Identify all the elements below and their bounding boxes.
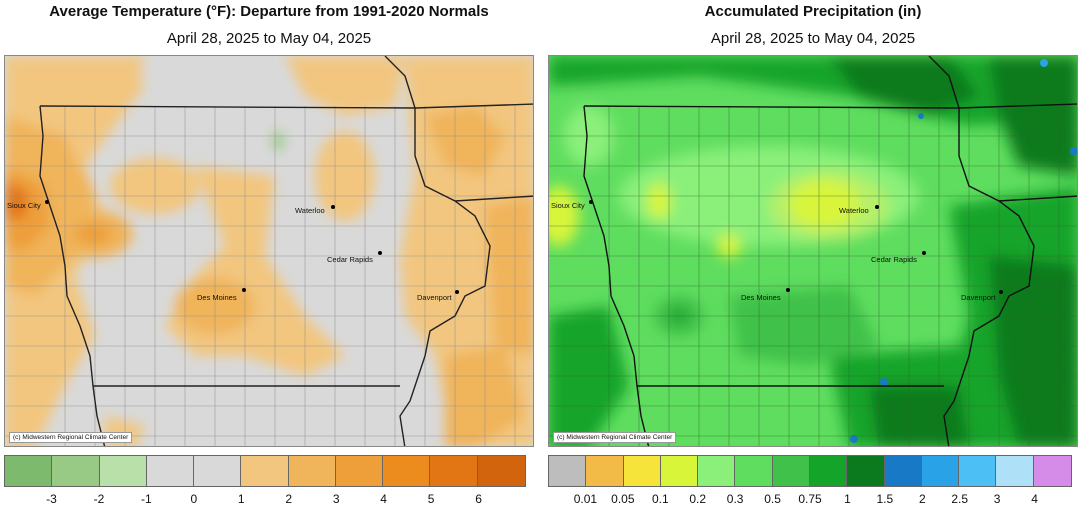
legend-swatch — [847, 456, 885, 486]
legend-tick-label: 3 — [332, 492, 340, 506]
legend-swatch — [383, 456, 431, 486]
precip-2-5in-spot — [1040, 59, 1048, 67]
precip-2in-spot — [850, 435, 858, 443]
legend-swatch — [430, 456, 478, 486]
precipitation-map[interactable]: Sioux City Waterloo Cedar Rapids Des Moi… — [548, 55, 1078, 447]
legend-tick-label: 3 — [993, 492, 1001, 506]
des-moines-label: Des Moines — [197, 293, 237, 302]
cedar-rapids-dot — [922, 251, 926, 255]
legend-swatch — [288, 456, 336, 486]
des-moines-dot — [786, 288, 790, 292]
legend-swatch — [959, 456, 997, 486]
sioux-city-label: Sioux City — [7, 201, 41, 210]
legend-swatch — [996, 456, 1034, 486]
davenport-dot — [999, 290, 1003, 294]
legend-tick-label: 0.05 — [611, 492, 635, 506]
legend-swatch — [698, 456, 736, 486]
precip-2in-spot — [880, 378, 888, 386]
legend-tick-label: 1 — [844, 492, 851, 506]
legend-swatch — [884, 456, 922, 486]
legend-tick-label: 0.5 — [764, 492, 781, 506]
legend-swatch — [586, 456, 624, 486]
legend-swatch — [809, 456, 848, 486]
waterloo-label: Waterloo — [839, 206, 869, 215]
temperature-date-range: April 28, 2025 to May 04, 2025 — [166, 30, 372, 47]
legend-swatch — [549, 456, 587, 486]
legend-tick-label: 5 — [427, 492, 435, 506]
precip-2in-spot — [918, 113, 924, 119]
temperature-anomaly-field — [5, 56, 533, 446]
county-grid — [549, 106, 1077, 446]
legend-tick-label: 0 — [190, 492, 198, 506]
legend-swatch — [477, 456, 525, 486]
waterloo-label: Waterloo — [295, 206, 325, 215]
legend-tick-label: 2 — [285, 492, 293, 506]
sioux-city-label: Sioux City — [551, 201, 585, 210]
cedar-rapids-label: Cedar Rapids — [871, 255, 917, 264]
temperature-legend — [4, 455, 526, 487]
legend-swatch — [735, 456, 773, 486]
davenport-label: Davenport — [961, 293, 997, 302]
legend-tick-label: 0.75 — [798, 492, 822, 506]
cities: Sioux City Waterloo Cedar Rapids Des Moi… — [551, 200, 1003, 302]
legend-tick-label: 4 — [380, 492, 387, 506]
precipitation-title: Accumulated Precipitation (in) — [704, 3, 922, 20]
temperature-map[interactable]: Sioux City Waterloo Cedar Rapids Des Moi… — [4, 55, 534, 447]
sioux-city-dot — [589, 200, 593, 204]
state-boundaries — [39, 56, 533, 446]
legend-swatch — [99, 456, 147, 486]
legend-swatch — [52, 456, 100, 486]
legend-swatch — [241, 456, 289, 486]
legend-swatch — [335, 456, 384, 486]
temperature-credit: (c) Midwestern Regional Climate Center — [9, 432, 133, 443]
davenport-label: Davenport — [417, 293, 453, 302]
temperature-panel: Average Temperature (°F): Departure from… — [4, 0, 534, 511]
legend-tick-label: -1 — [141, 492, 152, 506]
legend-tick-label: 6 — [475, 492, 482, 506]
legend-tick-label: 0.2 — [689, 492, 707, 506]
state-boundaries — [583, 56, 1077, 446]
legend-tick-label: 1 — [237, 492, 245, 506]
legend-tick-label: 0.1 — [651, 492, 669, 506]
legend-tick-label: 2.5 — [951, 492, 969, 506]
legend-swatch — [1033, 456, 1071, 486]
legend-swatch — [623, 456, 661, 486]
des-moines-label: Des Moines — [741, 293, 781, 302]
sioux-city-dot — [45, 200, 49, 204]
precipitation-legend — [548, 455, 1072, 487]
legend-tick-label: -2 — [93, 492, 105, 506]
legend-tick-label: 1.5 — [876, 492, 894, 506]
precipitation-legend-ticks: 0.01 0.05 0.1 0.2 0.3 0.5 0.75 1 1.5 2 2.5 3 4 — [548, 492, 1072, 508]
legend-tick-label: 4 — [1031, 492, 1038, 506]
cedar-rapids-label: Cedar Rapids — [327, 255, 373, 264]
legend-swatch — [921, 456, 960, 486]
precipitation-map-svg: Sioux City Waterloo Cedar Rapids Des Moi… — [549, 56, 1077, 446]
precipitation-panel: Accumulated Precipitation (in) April 28,… — [548, 0, 1078, 511]
waterloo-dot — [331, 205, 335, 209]
legend-tick-label: -3 — [46, 492, 57, 506]
temperature-legend-ticks: -3 -2 -1 0 1 2 3 4 5 6 — [4, 492, 526, 508]
davenport-dot — [455, 290, 459, 294]
legend-swatch — [194, 456, 242, 486]
precip-2in-spot — [1070, 147, 1077, 155]
legend-tick-label: 0.3 — [726, 492, 744, 506]
des-moines-dot — [242, 288, 246, 292]
county-grid — [5, 106, 533, 446]
precipitation-date-range: April 28, 2025 to May 04, 2025 — [710, 30, 916, 47]
legend-swatch — [772, 456, 810, 486]
temperature-title: Average Temperature (°F): Departure from… — [49, 3, 489, 20]
precipitation-credit: (c) Midwestern Regional Climate Center — [553, 432, 677, 443]
legend-swatch — [660, 456, 699, 486]
temperature-map-svg: Sioux City Waterloo Cedar Rapids Des Moi… — [5, 56, 533, 446]
legend-swatch — [146, 456, 195, 486]
legend-swatch — [5, 456, 53, 486]
waterloo-dot — [875, 205, 879, 209]
legend-tick-label: 2 — [918, 492, 926, 506]
cities: Sioux City Waterloo Cedar Rapids Des Moi… — [7, 200, 459, 302]
legend-tick-label: 0.01 — [573, 492, 598, 506]
cedar-rapids-dot — [378, 251, 382, 255]
